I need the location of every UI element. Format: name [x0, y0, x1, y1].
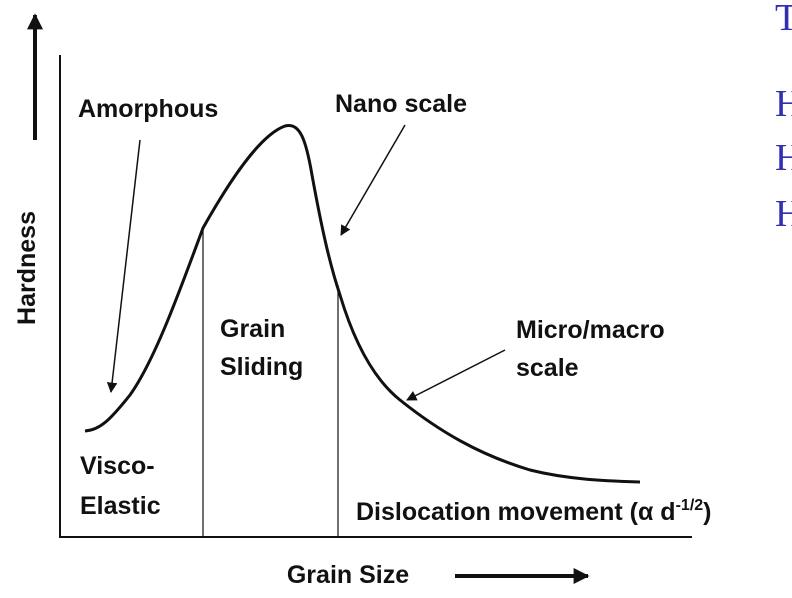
sliding-label: Grain: [220, 315, 285, 343]
dislocation-text: Dislocation movement (α d: [356, 498, 676, 526]
x-label: Grain Size: [287, 561, 409, 589]
side-text: H: [775, 137, 792, 179]
side-text: T: [775, 0, 792, 39]
nano-label: Nano scale: [335, 90, 467, 118]
amorphous-label: Amorphous: [78, 95, 218, 123]
side-text: H: [775, 193, 792, 235]
y-label: Hardness: [13, 211, 41, 325]
axes: [27, 13, 692, 584]
visco-label: Visco-: [80, 452, 155, 480]
region-lines: [202, 226, 339, 537]
dislocation-close: ): [703, 498, 711, 526]
sliding-label: Sliding: [220, 353, 303, 381]
amorphous-arrow: [106, 139, 141, 394]
micro-arrow: [406, 349, 506, 401]
nano-arrow: [340, 124, 406, 236]
micro-label: Micro/macro: [516, 316, 665, 344]
hardness-curve: [84, 123, 641, 484]
side-text: H: [775, 83, 792, 125]
dislocation-label: Dislocation movement (α d-1/2): [356, 497, 712, 526]
dislocation-exponent: -1/2: [676, 497, 704, 514]
visco-label: Elastic: [80, 492, 161, 520]
micro-label: scale: [516, 354, 579, 382]
